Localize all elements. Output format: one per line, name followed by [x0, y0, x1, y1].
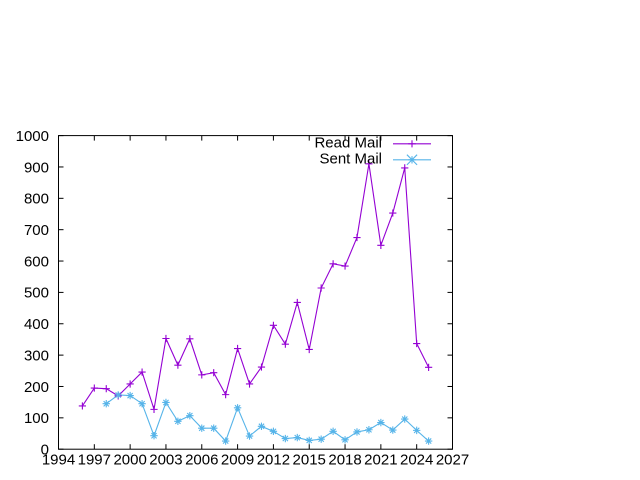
svg-text:100: 100	[24, 410, 49, 427]
svg-text:Sent Mail: Sent Mail	[319, 151, 382, 168]
svg-text:2021: 2021	[364, 452, 397, 469]
svg-text:700: 700	[24, 222, 49, 239]
svg-text:2006: 2006	[185, 452, 218, 469]
svg-text:500: 500	[24, 285, 49, 302]
svg-text:2027: 2027	[436, 452, 469, 469]
svg-text:2003: 2003	[149, 452, 182, 469]
svg-text:1994: 1994	[42, 452, 75, 469]
svg-text:800: 800	[24, 191, 49, 208]
svg-text:200: 200	[24, 379, 49, 396]
svg-text:600: 600	[24, 253, 49, 270]
svg-text:1997: 1997	[78, 452, 111, 469]
svg-text:2024: 2024	[400, 452, 433, 469]
svg-text:2015: 2015	[293, 452, 326, 469]
svg-text:1000: 1000	[16, 128, 49, 145]
svg-text:300: 300	[24, 347, 49, 364]
svg-text:400: 400	[24, 316, 49, 333]
svg-text:2000: 2000	[113, 452, 146, 469]
svg-text:2009: 2009	[221, 452, 254, 469]
svg-text:Read Mail: Read Mail	[314, 135, 382, 152]
svg-text:2018: 2018	[328, 452, 361, 469]
svg-text:900: 900	[24, 159, 49, 176]
svg-text:2012: 2012	[257, 452, 290, 469]
